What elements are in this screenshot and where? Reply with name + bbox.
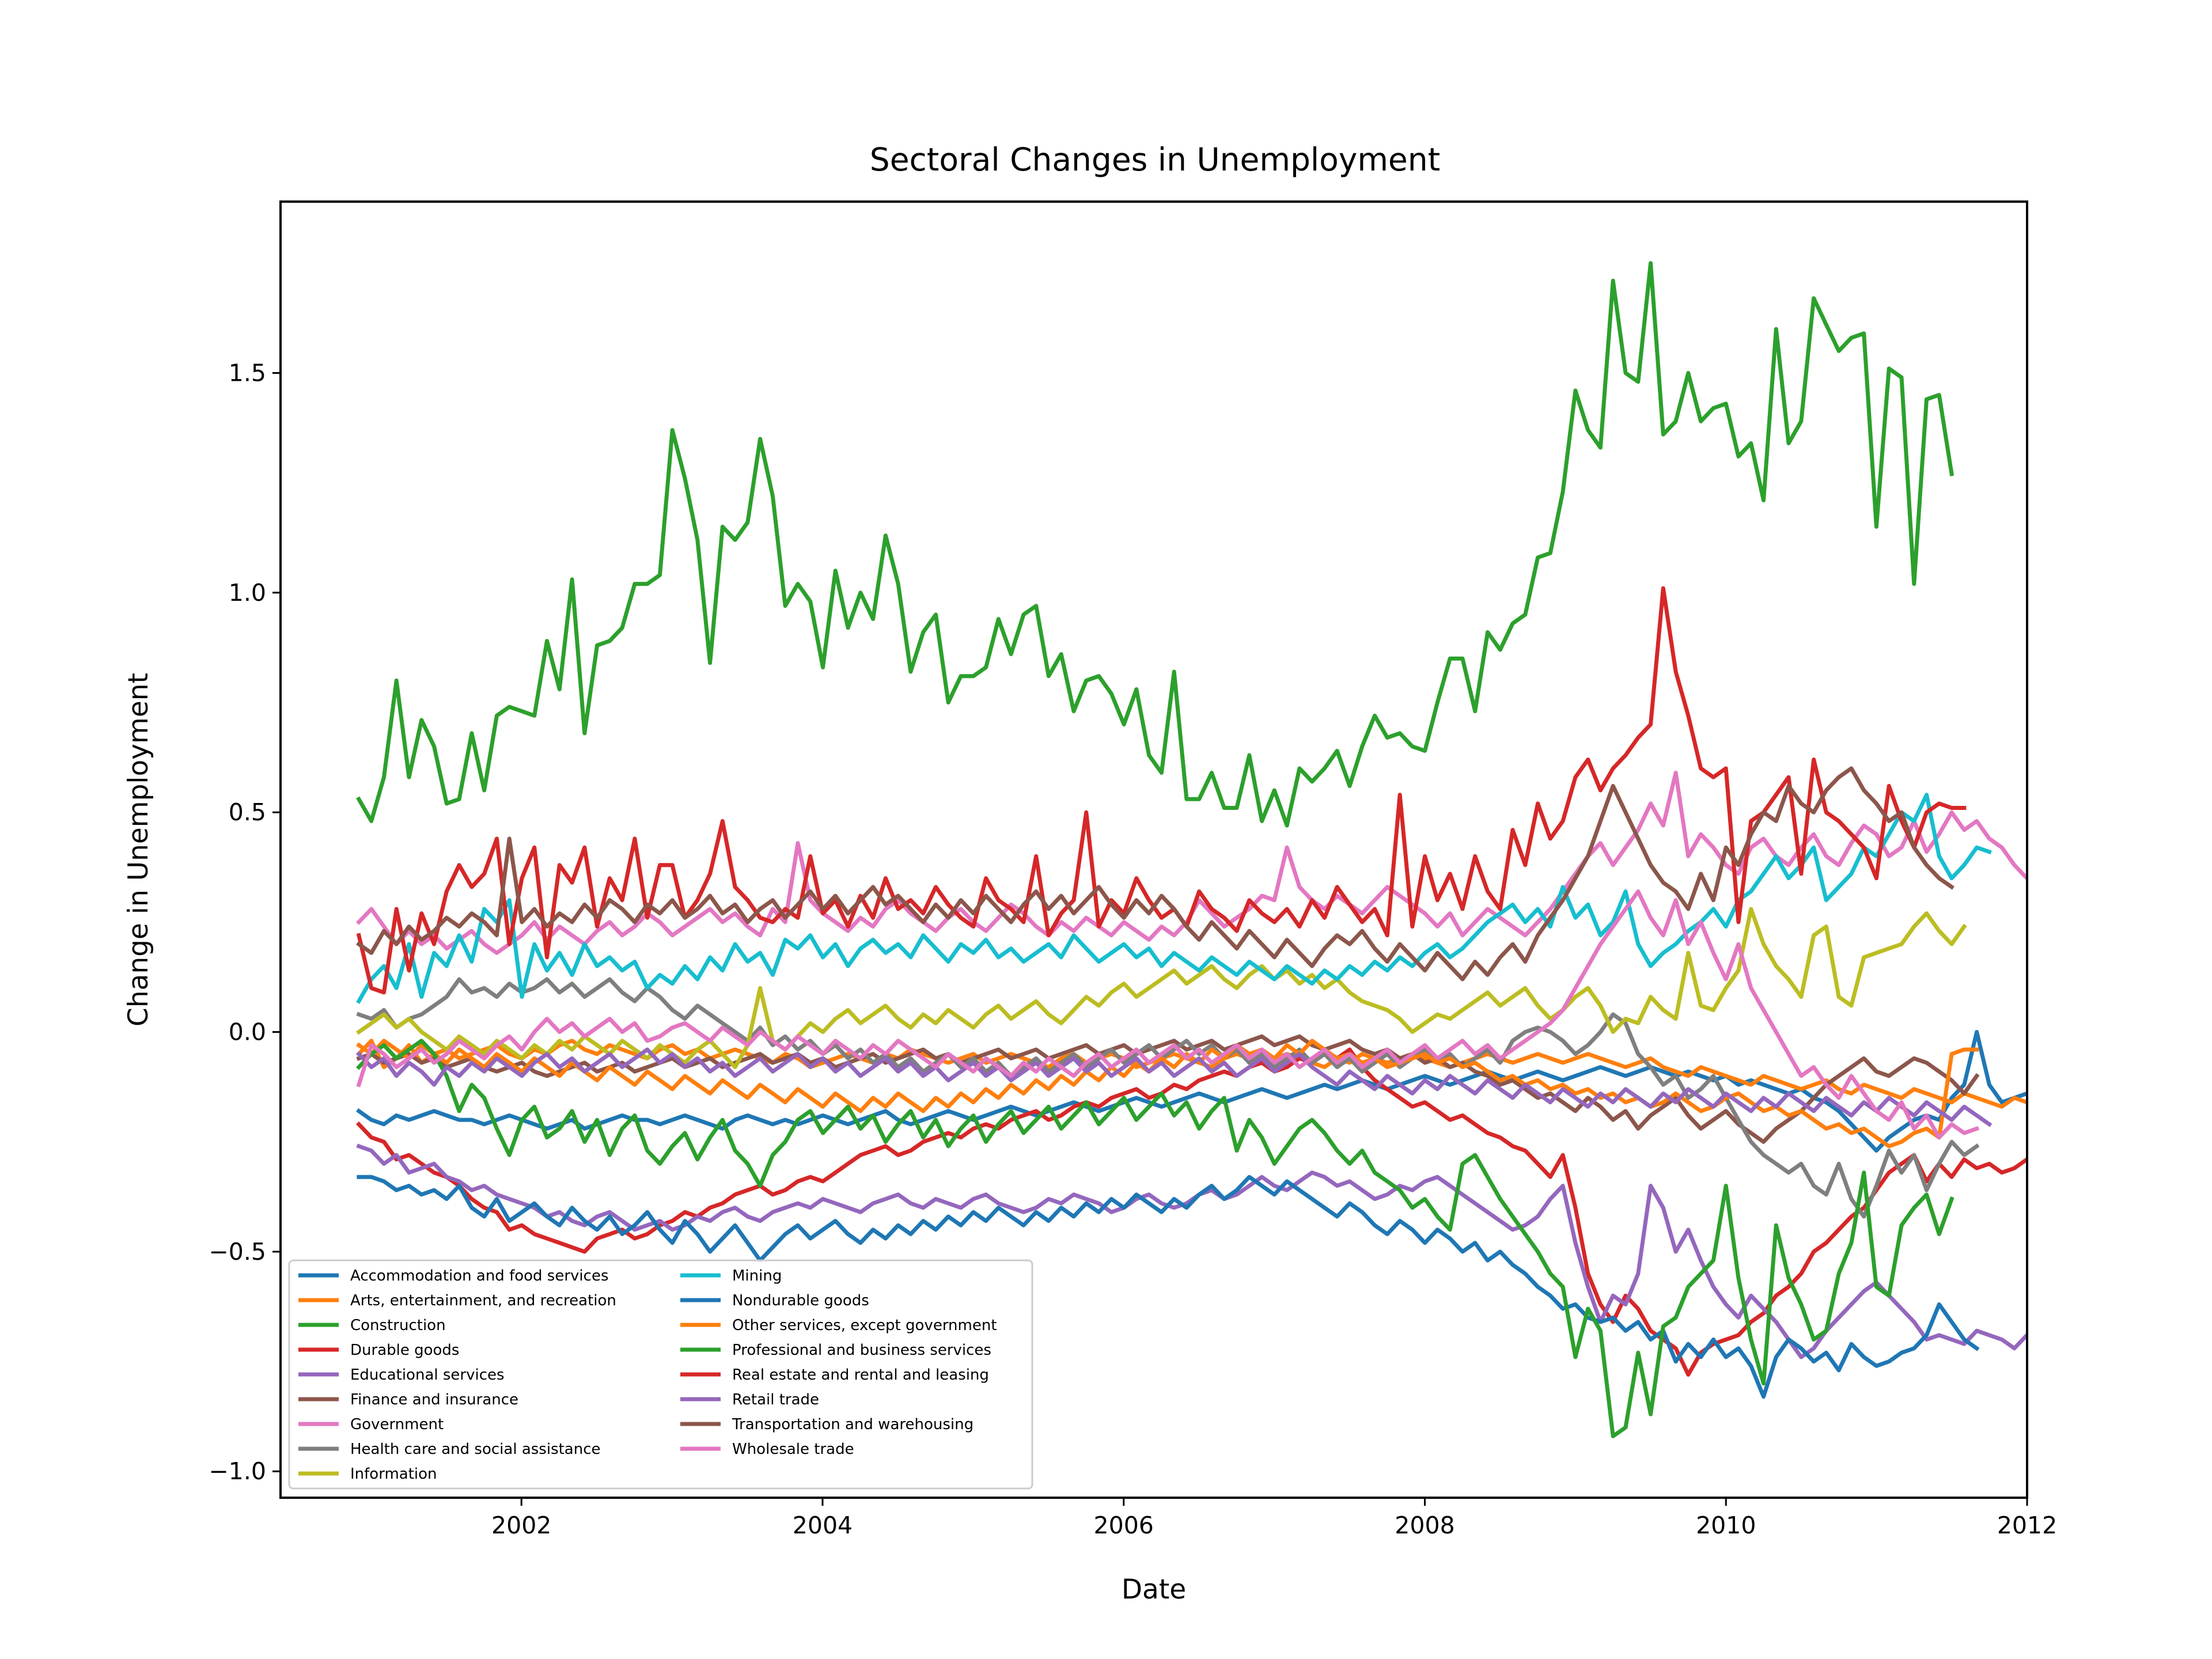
- y-tick-label: 0.5: [229, 798, 266, 826]
- legend-entry: Health care and social assistance: [350, 1441, 601, 1458]
- legend-entry: Other services, except government: [732, 1317, 997, 1334]
- legend-entry: Construction: [350, 1317, 446, 1334]
- y-tick-label: 0.0: [229, 1018, 266, 1046]
- legend-entry: Nondurable goods: [732, 1292, 869, 1309]
- x-tick-label: 2008: [1395, 1512, 1455, 1539]
- legend-entry: Government: [350, 1416, 444, 1433]
- series-layer: [355, 261, 2027, 1438]
- legend-entry: Professional and business services: [732, 1342, 991, 1359]
- y-axis: −1.0 −0.5 0.0 0.5 1.0 1.5: [209, 359, 281, 1485]
- series-line-13: [356, 586, 1967, 995]
- x-tick-label: 2006: [1094, 1512, 1154, 1539]
- y-tick-label: 1.5: [229, 359, 266, 387]
- series-line-9: [356, 793, 1992, 1004]
- legend-entry: Durable goods: [350, 1342, 459, 1359]
- series-line-10: [357, 1175, 1980, 1399]
- x-tick-label: 2002: [491, 1512, 551, 1539]
- legend-entry: Information: [350, 1465, 437, 1483]
- legend-entry: Mining: [732, 1267, 782, 1285]
- legend-box: [288, 1259, 1033, 1490]
- legend-entry: Educational services: [350, 1366, 505, 1384]
- series-line-12: [355, 1039, 1955, 1438]
- series-line-8: [356, 907, 1967, 1069]
- legend-entry: Finance and insurance: [350, 1391, 518, 1408]
- x-axis: 2002 2004 2006 2008 2010 2012: [491, 1498, 2057, 1539]
- x-tick-label: 2004: [793, 1512, 853, 1539]
- legend-entry: Arts, entertainment, and recreation: [350, 1292, 616, 1309]
- legend-entry: Retail trade: [732, 1391, 819, 1408]
- plot-area-frame: [279, 200, 2028, 1499]
- series-line-6: [355, 771, 2027, 955]
- chart-title: Sectoral Changes in Unemployment: [870, 141, 1440, 178]
- legend-entry: Transportation and warehousing: [732, 1416, 974, 1433]
- series-line-14: [355, 1047, 1993, 1127]
- series-line-7: [356, 977, 1980, 1219]
- series-line-1: [355, 1039, 2027, 1109]
- series-line-2: [356, 261, 1955, 828]
- legend: Accommodation and food services Arts, ent…: [288, 1259, 1033, 1490]
- legend-entry: Real estate and rental and leasing: [732, 1366, 989, 1384]
- legend-entry: Accommodation and food services: [350, 1267, 609, 1285]
- legend-entry: Wholesale trade: [732, 1441, 854, 1458]
- series-line-16: [356, 889, 1980, 1140]
- x-tick-label: 2010: [1696, 1512, 1756, 1539]
- x-axis-label: Date: [1122, 1574, 1186, 1605]
- y-tick-label: −1.0: [209, 1457, 266, 1485]
- x-tick-label: 2012: [1997, 1512, 2057, 1539]
- y-tick-label: 1.0: [229, 579, 266, 607]
- y-axis-label: Change in Unemployment: [123, 673, 154, 1027]
- series-line-5: [356, 1034, 1980, 1144]
- series-line-15: [356, 766, 1955, 982]
- series-line-0: [356, 1030, 2027, 1153]
- y-tick-label: −0.5: [209, 1238, 266, 1266]
- series-line-11: [356, 1039, 1979, 1149]
